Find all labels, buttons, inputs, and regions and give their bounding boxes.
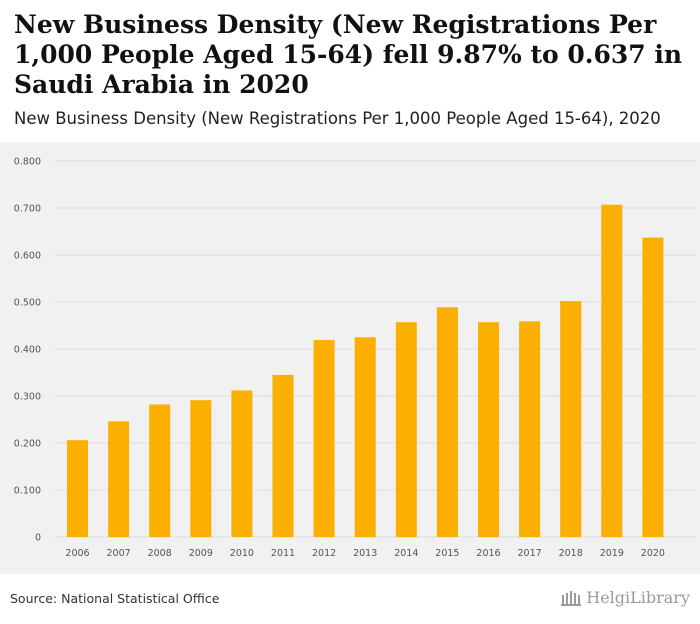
bar-2006[interactable]	[67, 440, 88, 537]
bar-2015[interactable]	[436, 307, 458, 537]
bar-2013[interactable]	[354, 337, 376, 538]
chart-subtitle: New Business Density (New Registrations …	[14, 109, 661, 128]
y-axis-ticks: 0 0.100 0.200 0.300 0.400 0.500 0.600 0.700 0.80…	[14, 157, 41, 544]
bars	[67, 204, 664, 538]
y-tick-label: 0.800	[14, 157, 41, 168]
y-tick-label: 0.600	[14, 251, 41, 262]
bar-2012[interactable]	[313, 340, 335, 537]
y-tick-label: 0	[35, 533, 41, 544]
brand-name: HelgiLibrary	[586, 588, 690, 607]
y-tick-label: 0.500	[14, 298, 41, 309]
chart-title: New Business Density (New Registrations …	[14, 10, 683, 99]
y-tick-label: 0.700	[14, 204, 41, 215]
x-tick-label: 2010	[230, 548, 254, 559]
x-tick-label: 2019	[600, 548, 624, 559]
bar-2020[interactable]	[642, 237, 664, 537]
bar-2010[interactable]	[231, 390, 253, 537]
x-tick-label: 2018	[559, 548, 583, 559]
source-note: Source: National Statistical Office	[10, 591, 220, 606]
x-tick-label: 2008	[148, 548, 172, 559]
y-tick-label: 0.200	[14, 439, 41, 450]
bar-2017[interactable]	[519, 321, 541, 537]
x-tick-label: 2015	[435, 548, 459, 559]
x-axis-ticks: 2006 2007 2008 2009 2010 2011 2012 2013 2014 2015…	[65, 548, 665, 559]
bar-2019[interactable]	[601, 204, 623, 537]
bar-2016[interactable]	[478, 322, 499, 537]
x-tick-label: 2007	[107, 548, 131, 559]
y-tick-label: 0.100	[14, 486, 41, 497]
helgilibrary-logo[interactable]: HelgiLibrary	[560, 588, 690, 607]
bar-2009[interactable]	[190, 400, 212, 537]
x-tick-label: 2013	[353, 548, 377, 559]
x-tick-label: 2009	[189, 548, 213, 559]
x-tick-label: 2006	[65, 548, 89, 559]
bar-2011[interactable]	[272, 374, 294, 537]
bar-2018[interactable]	[560, 301, 582, 537]
bar-2008[interactable]	[149, 404, 171, 538]
x-tick-label: 2014	[394, 548, 418, 559]
y-tick-label: 0.300	[14, 392, 41, 403]
bar-2014[interactable]	[395, 322, 417, 537]
y-tick-label: 0.400	[14, 345, 41, 356]
x-tick-label: 2012	[312, 548, 336, 559]
bar-2007[interactable]	[108, 421, 130, 537]
x-tick-label: 2011	[271, 548, 295, 559]
library-building-icon	[561, 590, 582, 606]
x-tick-label: 2020	[641, 548, 665, 559]
x-tick-label: 2017	[518, 548, 542, 559]
x-tick-label: 2016	[476, 548, 500, 559]
